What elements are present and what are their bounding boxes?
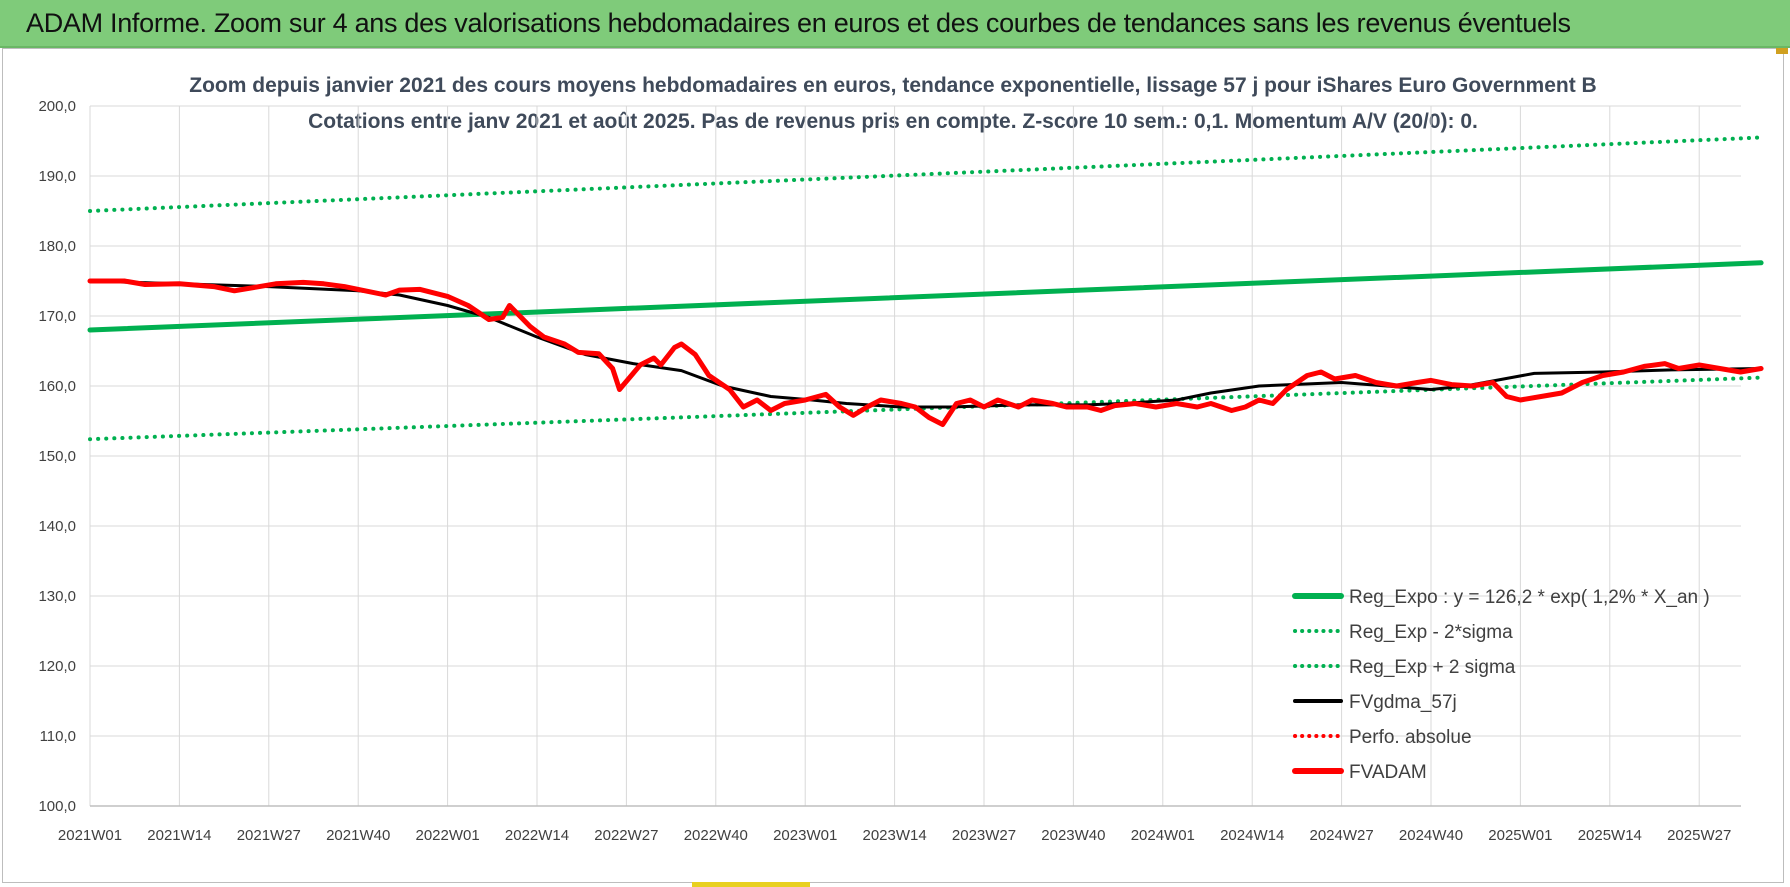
chart-subtitle: Cotations entre janv 2021 et août 2025. … <box>308 110 1478 133</box>
x-tick-label: 2021W27 <box>237 827 301 844</box>
y-tick-label: 150,0 <box>38 448 76 465</box>
grid <box>89 105 1741 807</box>
y-tick-label: 100,0 <box>38 798 76 815</box>
legend-label-trend-upper-band: Reg_Exp + 2 sigma <box>1349 657 1516 678</box>
x-tick-label: 2022W01 <box>415 827 479 844</box>
x-tick-label: 2023W27 <box>952 827 1016 844</box>
legend-label-smoothed-line: FVgdma_57j <box>1349 692 1457 713</box>
x-axis: 2021W01 2021W14 2021W27 2021W40 2022W01 2022W… <box>58 805 1741 844</box>
x-tick-label: 2021W01 <box>58 827 122 844</box>
x-tick-label: 2022W27 <box>594 827 658 844</box>
y-axis: 100,0 110,0 120,0 130,0 140,0 150,0 160,0 170,0… <box>38 98 76 815</box>
title-box <box>223 84 1563 142</box>
bottom-mark <box>692 882 810 887</box>
y-tick-label: 170,0 <box>38 308 76 325</box>
y-tick-label: 130,0 <box>38 588 76 605</box>
trend-line <box>87 260 1764 333</box>
trend-upper-band <box>88 135 1764 213</box>
x-tick-label: 2024W01 <box>1131 827 1195 844</box>
fvadam-line <box>87 278 1764 427</box>
legend-label-abs-perf-line: Perfo. absolue <box>1349 727 1472 748</box>
legend-label-fvadam-line: FVADAM <box>1349 762 1427 783</box>
x-tick-label: 2023W14 <box>862 827 926 844</box>
y-tick-label: 140,0 <box>38 518 76 535</box>
x-tick-label: 2021W14 <box>147 827 211 844</box>
x-tick-label: 2022W14 <box>505 827 569 844</box>
x-tick-label: 2024W14 <box>1220 827 1284 844</box>
x-tick-label: 2024W40 <box>1399 827 1463 844</box>
report-title: ADAM Informe. Zoom sur 4 ans des valoris… <box>26 8 1571 38</box>
x-tick-label: 2023W01 <box>773 827 837 844</box>
y-tick-label: 190,0 <box>38 168 76 185</box>
smoothed-line <box>88 279 1763 409</box>
chart-title: Zoom depuis janvier 2021 des cours moyen… <box>189 74 1596 97</box>
series-layer <box>87 135 1764 442</box>
x-tick-label: 2022W40 <box>684 827 748 844</box>
x-tick-label: 2025W14 <box>1578 827 1642 844</box>
x-tick-label: 2021W40 <box>326 827 390 844</box>
y-tick-label: 200,0 <box>38 98 76 115</box>
legend: Reg_Expo : y = 126,2 * exp( 1,2% * X_an … <box>1292 587 1710 783</box>
x-tick-label: 2025W01 <box>1488 827 1552 844</box>
y-tick-label: 180,0 <box>38 238 76 255</box>
y-tick-label: 120,0 <box>38 658 76 675</box>
legend-label-trend-lower-band: Reg_Exp - 2*sigma <box>1349 622 1513 643</box>
y-tick-label: 110,0 <box>40 728 76 745</box>
y-tick-label: 160,0 <box>38 378 76 395</box>
legend-label-trend-line: Reg_Expo : y = 126,2 * exp( 1,2% * X_an … <box>1349 587 1710 608</box>
x-tick-label: 2024W27 <box>1309 827 1373 844</box>
x-tick-label: 2025W27 <box>1667 827 1731 844</box>
x-tick-label: 2023W40 <box>1041 827 1105 844</box>
chart-frame <box>2 48 1784 883</box>
report-banner: ADAM Informe. Zoom sur 4 ans des valoris… <box>0 0 1790 48</box>
corner-mark <box>1776 48 1788 54</box>
